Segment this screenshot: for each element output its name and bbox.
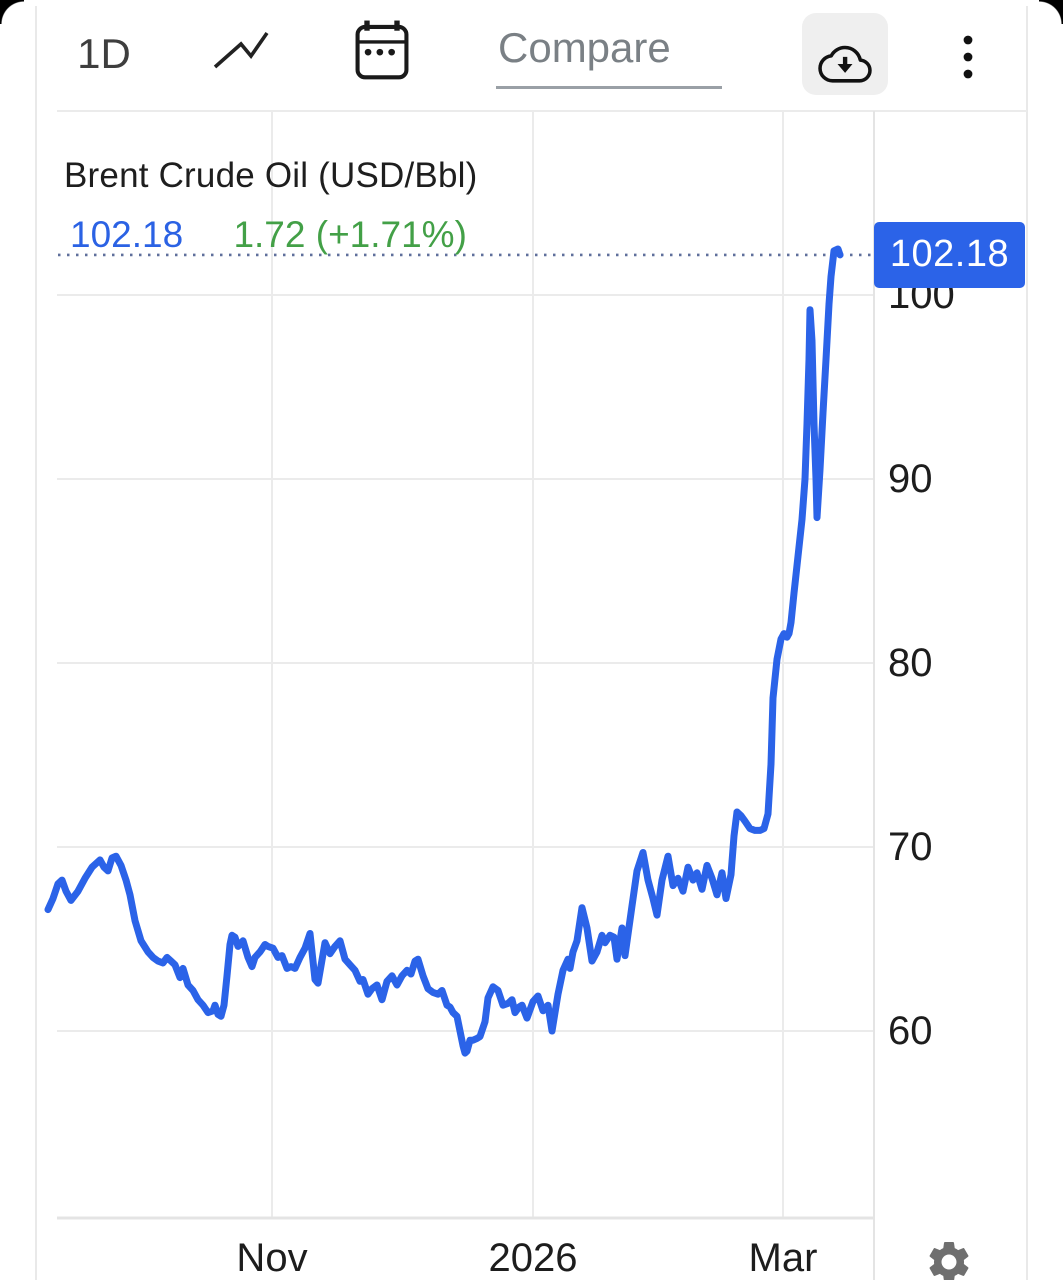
interval-button[interactable]: 1D [66,24,142,84]
price-axis-tick-label: 90 [888,457,933,501]
current-price-axis-label: 102.18 [874,221,1025,288]
time-axis-tick-label: Mar [748,1236,818,1280]
compare-field-wrap [496,24,722,90]
line-chart-icon [212,31,270,74]
symbol-title: Brent Crude Oil (USD/Bbl) [64,156,478,195]
last-price-value: 102.18 [70,214,184,255]
symbol-legend: Brent Crude Oil (USD/Bbl) 102.18 1.72 (+… [64,156,477,256]
time-axis-tick-label: 2026 [488,1236,578,1280]
date-range-button[interactable] [354,20,410,82]
compare-input[interactable] [496,24,722,89]
settings-button[interactable] [922,1236,976,1280]
kebab-menu-icon [945,35,989,89]
chart-type-button[interactable] [211,28,271,74]
gear-icon [924,1241,974,1280]
price-change-value: 1.72 (+1.71%) [233,214,467,255]
widget-border-left [35,6,37,1280]
price-axis-tick-label: 80 [888,641,933,685]
more-menu-button[interactable] [945,20,989,86]
calendar-icon [355,20,409,83]
price-axis-tick-label: 60 [888,1009,933,1053]
price-series-line [44,245,844,1057]
download-button[interactable] [802,13,888,95]
cloud-download-icon [802,34,888,86]
chart-toolbar: 1D [0,0,1063,104]
widget-border-right [1026,6,1028,1280]
time-axis-tick-label: Nov [236,1236,308,1280]
price-axis-tick-label: 70 [888,825,933,869]
symbol-values: 102.18 1.72 (+1.71%) [64,214,477,256]
